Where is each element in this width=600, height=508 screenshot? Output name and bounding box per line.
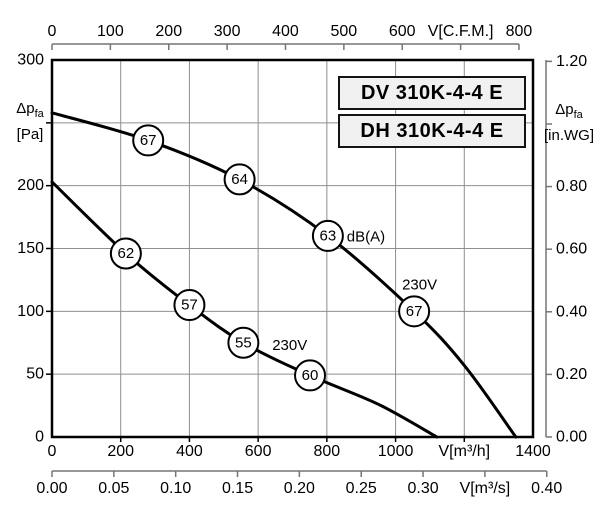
m3s-axis-tick-label: 0.15 xyxy=(222,480,253,497)
top-axis-tick-label: 300 xyxy=(214,23,241,40)
bottom-axis-tick-label: 1000 xyxy=(378,443,414,460)
top-axis-tick-label: 600 xyxy=(389,23,416,40)
m3s-axis-tick-label: 0.05 xyxy=(98,480,129,497)
model-label-dv: DV 310K-4-4 E xyxy=(338,76,526,110)
right-axis-tick-label: 0.80 xyxy=(556,178,587,195)
db-value: 64 xyxy=(231,171,248,188)
right-axis-tick-label: 0.00 xyxy=(556,429,587,446)
bottom-axis-tick-label: 800 xyxy=(314,443,341,460)
db-circle xyxy=(294,359,327,392)
model-label-dh: DH 310K-4-4 E xyxy=(338,114,526,148)
bottom-axis-tick-label: 1400 xyxy=(515,443,551,460)
left-axis-title: Δpfa xyxy=(16,100,44,120)
left-axis-tick-label: 200 xyxy=(17,177,44,194)
dba-annotation: dB(A) xyxy=(347,229,385,246)
axis-left-pa: 0 50 100 150 200 300 Δpfa [Pa] xyxy=(16,52,52,446)
left-axis-tick-label: 50 xyxy=(26,366,44,383)
db-value: 62 xyxy=(118,245,135,262)
top-axis-tick-label: 400 xyxy=(272,23,299,40)
right-axis-title: Δpfa xyxy=(555,101,583,121)
bottom-axis-tick-label: 600 xyxy=(245,443,272,460)
voltage-label: 230V xyxy=(272,337,307,354)
db-markers-curve-lower-230v: 62 57 55 60 230V xyxy=(109,237,327,392)
m3s-axis-tick-label: 0.25 xyxy=(346,480,377,497)
fan-curve-curve-lower-230v xyxy=(50,180,439,439)
top-axis-tick-label: 800 xyxy=(506,23,533,40)
top-axis-tick-label: 100 xyxy=(97,23,124,40)
m3s-axis-tick-label: 0.20 xyxy=(284,480,315,497)
top-axis-tick-label: 200 xyxy=(155,23,182,40)
bottom-axis-tick-label: 400 xyxy=(176,443,203,460)
m3s-axis-tick-label: 0.00 xyxy=(36,480,67,497)
left-axis-tick-label: 0 xyxy=(35,429,44,446)
db-value: 67 xyxy=(406,303,423,320)
left-axis-tick-label: 300 xyxy=(17,52,44,69)
db-circle xyxy=(173,289,206,322)
left-axis-tick-label: 100 xyxy=(17,303,44,320)
left-axis-tick-label: 150 xyxy=(17,240,44,257)
db-circle xyxy=(311,219,344,252)
right-axis-tick-label: 1.20 xyxy=(556,53,587,70)
m3s-axis-tick-label: 0.10 xyxy=(160,480,191,497)
voltage-label: 230V xyxy=(402,276,437,293)
db-value: 60 xyxy=(302,367,319,384)
axis-right-inwg: 0.00 0.20 0.40 0.60 0.80 1.20 Δpfa [in.WG] xyxy=(544,53,594,446)
bottom-axis-tick-label: 200 xyxy=(107,443,134,460)
db-markers-curve-upper-230v: 67 64 63 67 230V xyxy=(132,124,437,328)
fan-curve-curve-upper-230v xyxy=(50,111,518,439)
top-axis-unit-label: V[C.F.M.] xyxy=(428,23,494,40)
m3s-axis-tick-label: 0.40 xyxy=(531,480,562,497)
db-circle xyxy=(132,124,165,157)
bottom-axis-tick-label: 0 xyxy=(48,443,57,460)
axis-bottom-m3s: 0.00 0.05 0.10 0.15 0.20 0.25 0.30 0.40 V[m³/s] xyxy=(36,470,562,497)
right-axis-tick-label: 0.60 xyxy=(556,241,587,258)
db-circle xyxy=(227,326,260,359)
db-value: 55 xyxy=(235,334,252,351)
m3s-axis-tick-label: 0.30 xyxy=(407,480,438,497)
axis-top-cfm: 0 100 200 300 400 500 600 800 V[C.F.M.] xyxy=(48,23,533,50)
m3s-axis-unit-label: V[m³/s] xyxy=(460,480,511,497)
db-value: 67 xyxy=(140,132,157,149)
bottom-axis-unit-label: V[m³/h] xyxy=(439,443,491,460)
db-value: 63 xyxy=(320,227,337,244)
db-circle xyxy=(223,163,256,196)
right-axis-tick-label: 0.20 xyxy=(556,366,587,383)
db-value: 57 xyxy=(181,297,198,314)
right-axis-unit: [in.WG] xyxy=(544,127,594,144)
left-axis-unit: [Pa] xyxy=(17,126,44,143)
db-circle xyxy=(398,295,431,328)
axis-bottom-m3h: 0 200 400 600 800 1000 1400 V[m³/h] xyxy=(48,437,551,460)
top-axis-tick-label: 500 xyxy=(331,23,358,40)
right-axis-tick-label: 0.40 xyxy=(556,303,587,320)
top-axis-tick-label: 0 xyxy=(48,23,57,40)
db-circle xyxy=(109,237,142,270)
